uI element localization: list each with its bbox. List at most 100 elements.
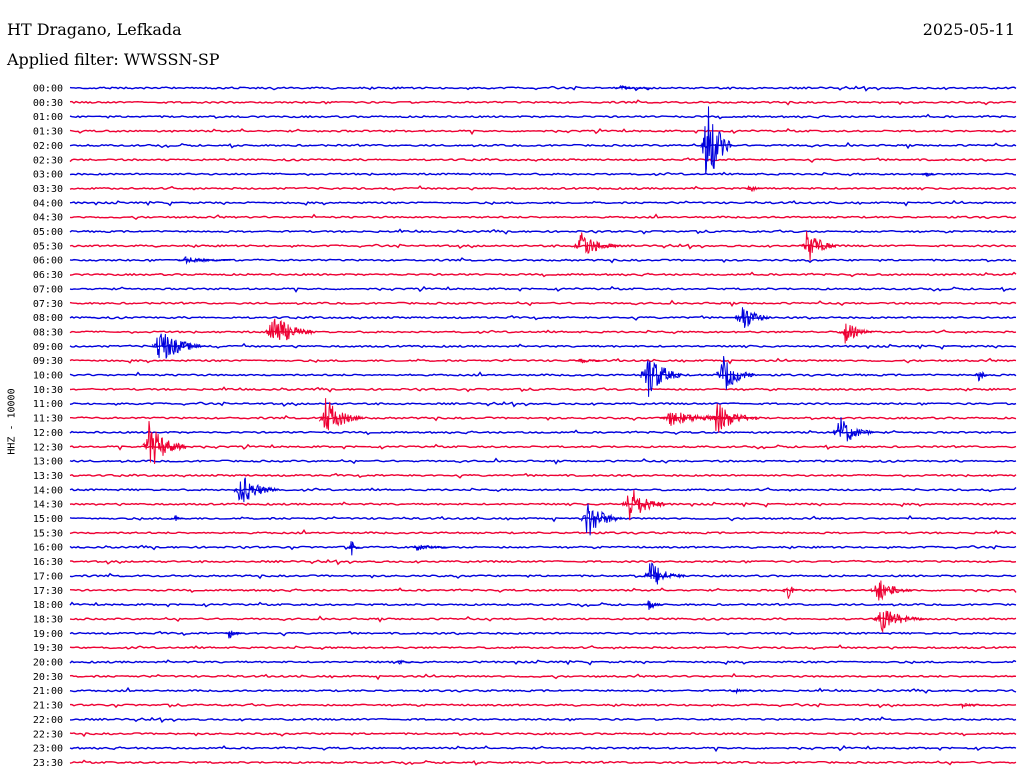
seismic-event xyxy=(921,172,934,178)
seismic-event xyxy=(574,358,603,364)
trace-line xyxy=(69,486,1017,493)
time-label: 10:00 xyxy=(33,371,63,382)
time-label: 03:30 xyxy=(33,184,63,195)
time-label: 23:00 xyxy=(33,744,63,755)
trace-line xyxy=(69,630,1017,637)
time-label: 23:30 xyxy=(33,758,63,769)
trace-line xyxy=(69,429,1017,436)
trace-line xyxy=(69,243,1017,250)
trace-line xyxy=(69,529,1017,535)
trace-line xyxy=(69,587,1017,595)
time-label: 22:00 xyxy=(33,715,63,726)
trace-layer xyxy=(69,85,1017,766)
time-label: 20:00 xyxy=(33,658,63,669)
seismic-event xyxy=(177,256,231,265)
channel-label: HHZ - 10000 xyxy=(6,388,18,455)
trace-line xyxy=(69,228,1017,235)
time-label: 16:30 xyxy=(33,557,63,568)
trace-line xyxy=(69,601,1017,608)
trace-line xyxy=(69,157,1017,164)
time-label: 01:30 xyxy=(33,127,63,138)
seismic-event xyxy=(744,185,764,193)
seismic-event xyxy=(974,371,988,382)
trace-line xyxy=(69,644,1017,651)
seismic-event xyxy=(832,417,875,442)
seismic-event xyxy=(643,600,663,610)
time-label: 09:30 xyxy=(33,356,63,367)
trace-line xyxy=(69,99,1017,106)
seismic-event xyxy=(615,85,651,91)
time-label: 06:30 xyxy=(33,270,63,281)
trace-line xyxy=(69,342,1017,350)
trace-line xyxy=(69,544,1017,551)
time-label: 16:00 xyxy=(33,543,63,554)
seismic-event xyxy=(640,360,682,397)
time-label: 08:00 xyxy=(33,313,63,324)
seismic-event xyxy=(170,514,184,521)
time-label: 18:30 xyxy=(33,614,63,625)
station-title: HT Dragano, Lefkada xyxy=(7,20,182,39)
trace-line xyxy=(69,299,1017,308)
trace-line xyxy=(69,501,1017,508)
time-label: 05:30 xyxy=(33,241,63,252)
seismic-event xyxy=(643,562,686,585)
seismic-event xyxy=(394,659,414,665)
time-label: 17:30 xyxy=(33,586,63,597)
trace-line xyxy=(69,285,1017,293)
trace-line xyxy=(69,457,1017,465)
trace-line xyxy=(69,686,1017,694)
time-label: 19:30 xyxy=(33,643,63,654)
seismic-event xyxy=(151,333,206,359)
seismic-event xyxy=(873,610,925,634)
trace-line xyxy=(69,85,1017,92)
trace-line xyxy=(69,315,1017,321)
time-label: 21:00 xyxy=(33,686,63,697)
seismic-event xyxy=(580,503,622,536)
trace-line xyxy=(69,732,1017,738)
time-label: 18:00 xyxy=(33,600,63,611)
trace-line xyxy=(69,199,1017,207)
time-label: 13:00 xyxy=(33,457,63,468)
trace-line xyxy=(69,745,1017,753)
seismic-event xyxy=(956,702,985,710)
trace-line xyxy=(69,572,1017,580)
trace-line xyxy=(69,113,1017,120)
time-label: 22:30 xyxy=(33,729,63,740)
time-label: 02:30 xyxy=(33,155,63,166)
trace-line xyxy=(69,371,1017,377)
time-label: 02:00 xyxy=(33,141,63,152)
time-label: 10:30 xyxy=(33,385,63,396)
trace-line xyxy=(69,128,1017,136)
seismic-event xyxy=(732,688,748,695)
time-label: 01:00 xyxy=(33,112,63,123)
seismic-event xyxy=(801,231,837,261)
seismic-event xyxy=(621,489,666,521)
time-label: 07:30 xyxy=(33,299,63,310)
record-date: 2025-05-11 xyxy=(922,20,1015,39)
trace-line xyxy=(69,672,1017,681)
seismic-event xyxy=(233,477,278,503)
time-label: 08:30 xyxy=(33,327,63,338)
seismic-event xyxy=(782,586,799,599)
seismic-event xyxy=(716,356,755,390)
trace-line xyxy=(69,329,1017,335)
time-label: 03:00 xyxy=(33,170,63,181)
time-label: 00:30 xyxy=(33,98,63,109)
time-label: 11:00 xyxy=(33,399,63,410)
trace-line xyxy=(69,472,1017,479)
seismic-event xyxy=(735,307,771,328)
time-label: 04:00 xyxy=(33,198,63,209)
trace-line xyxy=(69,759,1017,766)
trace-line xyxy=(69,514,1017,523)
time-label: 14:30 xyxy=(33,500,63,511)
time-label: 11:30 xyxy=(33,414,63,425)
seismic-event xyxy=(700,106,733,175)
time-label: 04:30 xyxy=(33,213,63,224)
time-label: 19:00 xyxy=(33,629,63,640)
time-label: 13:30 xyxy=(33,471,63,482)
trace-line xyxy=(69,271,1017,278)
seismic-event xyxy=(870,580,912,601)
seismic-event xyxy=(265,318,313,341)
trace-line xyxy=(69,171,1016,177)
